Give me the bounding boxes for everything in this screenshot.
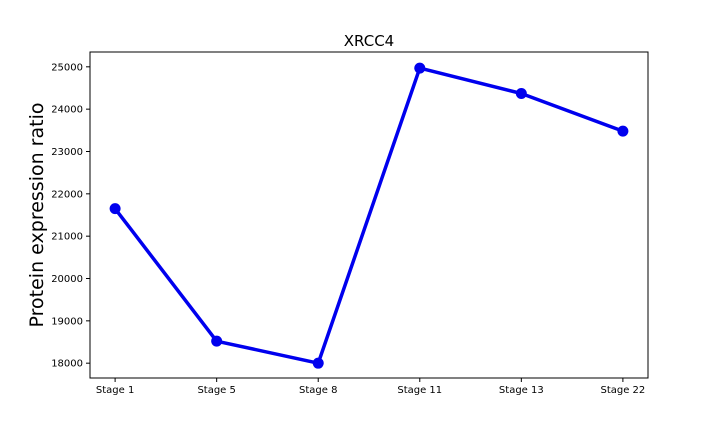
x-tick-label: Stage 22: [600, 385, 645, 396]
data-point: [414, 62, 426, 74]
data-point: [109, 203, 121, 215]
series-line: [113, 66, 624, 365]
data-point: [211, 335, 223, 347]
y-tick-label: 25000: [51, 62, 83, 73]
series-group: [109, 62, 629, 369]
data-point: [312, 357, 324, 369]
x-tick-label: Stage 8: [299, 385, 337, 396]
x-tick-label: Stage 5: [197, 385, 235, 396]
y-tick-label: 22000: [51, 189, 83, 200]
y-tick-label: 19000: [51, 316, 83, 327]
y-tick-label: 24000: [51, 105, 83, 116]
y-tick-label: 23000: [51, 147, 83, 158]
y-tick-label: 18000: [51, 359, 83, 370]
y-axis: 18000 19000 20000 21000 22000 23000 24000 25000: [51, 62, 90, 370]
y-tick-label: 21000: [51, 232, 83, 243]
x-axis: Stage 1 Stage 5 Stage 8 Stage 11 Stage 13 Sta…: [96, 378, 645, 396]
y-tick-label: 20000: [51, 274, 83, 285]
chart-title: XRCC4: [344, 32, 394, 50]
x-tick-label: Stage 11: [397, 385, 442, 396]
data-point: [617, 125, 629, 137]
x-tick-label: Stage 13: [499, 385, 544, 396]
y-axis-label: Protein expression ratio: [26, 103, 48, 328]
x-tick-label: Stage 1: [96, 385, 134, 396]
data-point: [515, 87, 527, 99]
